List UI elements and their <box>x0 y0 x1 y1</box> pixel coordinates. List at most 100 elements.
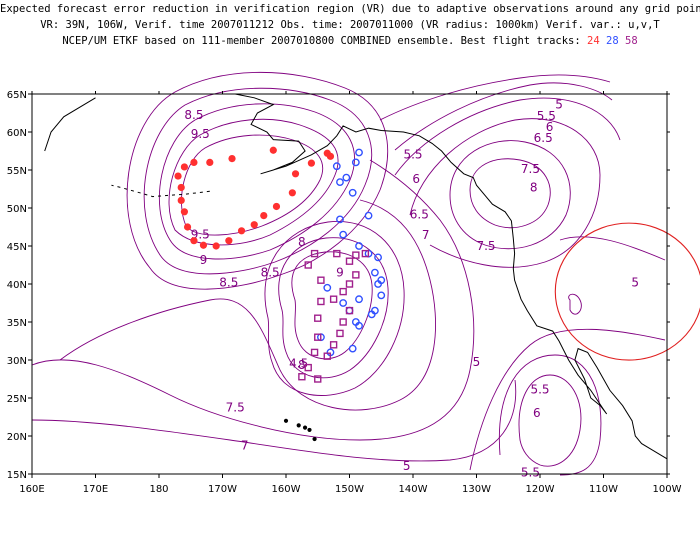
lon-label: 150W <box>335 484 364 495</box>
track-24-point <box>177 196 185 204</box>
flight-track-58-label: 58 <box>625 35 638 47</box>
track-58-point <box>310 249 319 258</box>
track-58-point <box>329 295 338 303</box>
track-58-point <box>314 314 322 322</box>
lon-label: 170W <box>208 484 237 495</box>
track-24-point <box>307 159 315 167</box>
title-line-1: Expected forecast error reduction in ver… <box>0 3 700 15</box>
title-line-3: NCEP/UM ETKF based on 111-member 2007010… <box>0 35 700 47</box>
lat-label: 60N <box>7 128 27 139</box>
verification-region-circle <box>554 222 700 361</box>
flight-tracks <box>174 146 386 383</box>
track-24-point <box>180 208 188 216</box>
track-28-point <box>336 215 344 224</box>
kamchatka-coast <box>44 97 96 152</box>
track-28-point <box>339 230 348 239</box>
track-28-point <box>370 268 379 277</box>
track-24-point <box>199 241 208 249</box>
title-line-2: VR: 39N, 106W, Verif. time 2007011212 Ob… <box>40 19 660 31</box>
track-28-point <box>355 321 363 330</box>
track-28-point <box>355 148 363 157</box>
lon-label: 170E <box>83 484 108 495</box>
lat-label: 35N <box>7 318 27 329</box>
track-24-point <box>225 237 233 245</box>
lat-label: 25N <box>7 394 27 405</box>
lat-label: 50N <box>7 204 27 215</box>
lat-label: 20N <box>7 432 27 443</box>
contour-label: 5 <box>555 97 563 111</box>
track-58-point <box>336 329 344 338</box>
lon-label: 110W <box>589 484 618 495</box>
track-58-point <box>314 375 322 383</box>
track-28-point <box>342 173 351 182</box>
title-line-3-prefix: NCEP/UM ETKF based on 111-member 2007010… <box>62 35 581 47</box>
track-28-point <box>355 242 363 250</box>
contour-label: 7.5 <box>521 162 540 176</box>
lon-label: 120W <box>526 484 555 495</box>
hawaii-island <box>307 427 312 433</box>
flight-track-28-label: 28 <box>606 35 619 47</box>
lon-label: 140W <box>399 484 428 495</box>
track-28-point <box>377 291 386 300</box>
lat-label: 45N <box>7 242 27 253</box>
longitude-labels: 160E 170E 180 170W 160W 150W 140W 130W 120W 110W 1… <box>19 484 681 495</box>
track-24-point <box>269 146 277 154</box>
contour-label: 5 <box>473 355 481 369</box>
lat-label: 65N <box>7 90 27 101</box>
contour-label: 7 <box>241 439 249 453</box>
track-24-point <box>190 158 198 166</box>
track-24-point <box>180 163 188 171</box>
flight-track-24-label: 24 <box>587 35 600 47</box>
track-24-point <box>174 172 182 180</box>
track-58-point <box>304 261 312 269</box>
track-24-point <box>326 152 335 160</box>
lat-label: 30N <box>7 356 27 367</box>
contour-label: 8 <box>530 180 538 194</box>
lon-label: 180 <box>149 484 168 495</box>
track-24-point <box>237 227 246 235</box>
track-58-point <box>345 306 354 315</box>
track-24-point <box>212 242 220 250</box>
track-24-point <box>183 223 192 231</box>
track-58-point <box>339 318 347 326</box>
track-28-point <box>348 344 357 353</box>
contour-label: 5 <box>631 275 639 289</box>
track-58-point <box>323 352 331 360</box>
coastline <box>235 93 668 460</box>
contour-label: 9 <box>336 265 344 279</box>
track-58-point <box>361 249 370 258</box>
contour-value-labels: 8.59.59.598.58.58987.574.55.566.577.587.… <box>184 97 639 479</box>
hawaii-island <box>283 418 289 423</box>
lon-label: 130W <box>462 484 491 495</box>
track-24-point <box>190 237 198 245</box>
track-28-point <box>332 162 341 171</box>
track-28-point <box>348 188 357 197</box>
track-24-point <box>228 155 236 163</box>
lat-label: 15N <box>7 470 27 481</box>
contour-label: 8 <box>298 235 306 249</box>
track-28-point <box>339 299 348 307</box>
track-58-point <box>310 348 319 357</box>
contour-label: 6 <box>546 120 554 134</box>
map-frame <box>28 91 670 478</box>
contour-label: 6 <box>533 406 541 420</box>
contour-label: 9.5 <box>191 127 210 141</box>
track-28-point <box>351 158 360 167</box>
contour-lines <box>31 71 666 476</box>
latitude-labels: 65N 60N 55N 50N 45N 40N 35N 30N 25N 20N 15N <box>7 90 27 481</box>
contour-label: 6.5 <box>410 208 429 222</box>
track-58-point <box>304 363 312 372</box>
contour-label: 6.5 <box>534 131 553 145</box>
track-58-point <box>314 333 322 341</box>
contour-label: 5 <box>403 459 411 473</box>
track-28-point <box>323 283 332 292</box>
hawaii-island <box>302 425 308 430</box>
hawaii-island <box>296 423 301 428</box>
track-28-point <box>370 306 379 315</box>
contour-label: 6 <box>412 172 420 186</box>
contour-label: 5.5 <box>403 148 422 162</box>
contour-label: 5.5 <box>530 382 549 396</box>
hawaii-island <box>312 436 317 442</box>
contour-label: 8.5 <box>261 265 280 279</box>
